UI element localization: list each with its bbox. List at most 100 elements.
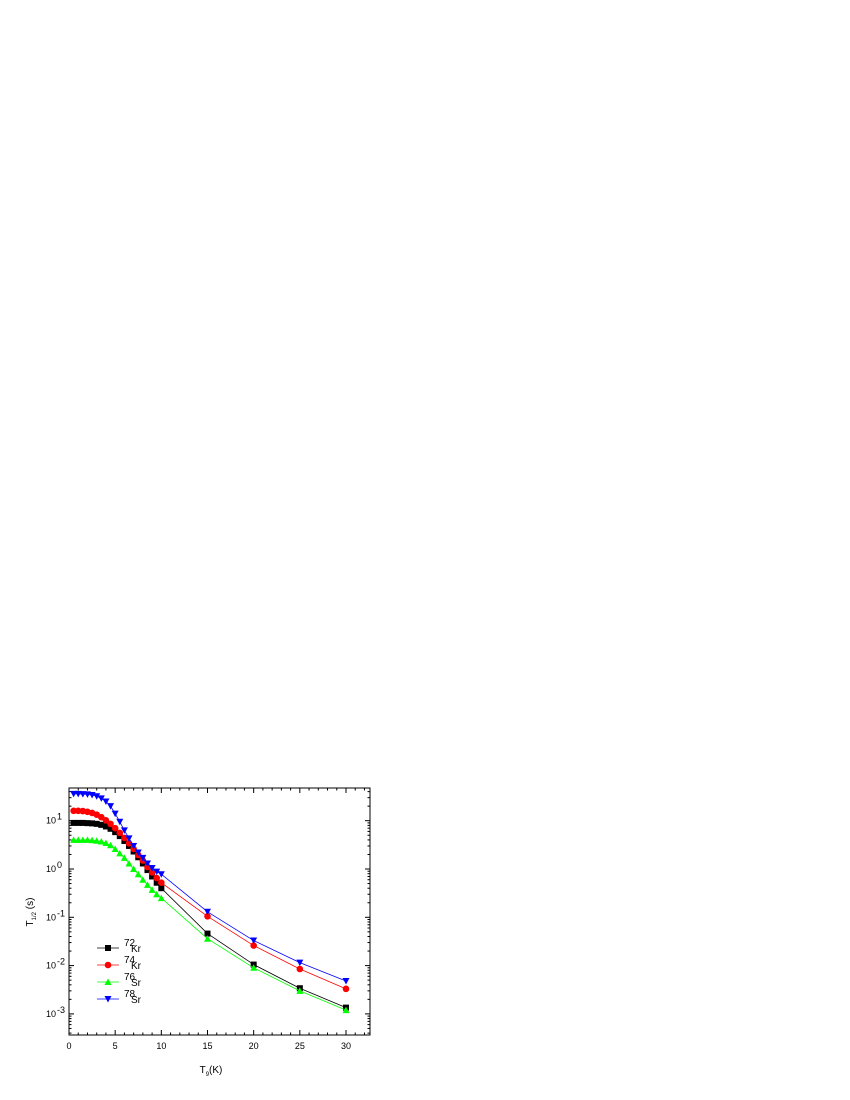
data-point: [143, 860, 151, 867]
data-point: [116, 829, 124, 837]
x-axis-title-unit: (K): [209, 1065, 222, 1076]
series-74Kr: [70, 807, 350, 993]
x-tick-label: 5: [113, 1041, 118, 1051]
legend-label: Kr: [131, 944, 142, 955]
data-point: [107, 841, 115, 849]
data-point: [93, 820, 100, 827]
data-point: [74, 836, 82, 843]
data-point: [97, 838, 105, 845]
data-point: [84, 820, 91, 827]
legend-label-sup: 72: [124, 938, 136, 949]
series-78Sr: [70, 790, 350, 985]
data-point: [148, 869, 156, 876]
x-tick-label: 15: [202, 1041, 212, 1051]
data-point: [342, 1006, 350, 1014]
data-point: [79, 836, 87, 843]
data-point: [158, 885, 165, 892]
data-point: [296, 987, 304, 994]
data-point: [70, 790, 78, 798]
y-tick-label-base: 10: [46, 816, 56, 826]
x-tick-label: 20: [249, 1041, 259, 1051]
x-axis-title: T9(K): [200, 1065, 223, 1078]
data-point: [157, 894, 165, 902]
data-point: [116, 818, 124, 826]
data-point: [102, 798, 110, 805]
data-point: [250, 942, 257, 949]
data-point: [70, 836, 78, 843]
y-axis-title: T1/2 (s): [25, 898, 38, 927]
data-point: [139, 854, 147, 862]
data-point: [153, 874, 161, 882]
x-axis-title-sub: 9: [206, 1072, 210, 1078]
series-76Sr: [70, 836, 350, 1014]
data-point: [149, 873, 156, 880]
data-point: [134, 870, 142, 878]
data-point: [111, 810, 119, 818]
data-point: [125, 835, 133, 842]
data-point: [89, 820, 96, 827]
data-point: [296, 965, 304, 973]
data-point: [204, 930, 211, 937]
data-point: [125, 859, 133, 867]
y-tick-label-exponent: 0: [57, 860, 62, 870]
data-point: [204, 912, 211, 920]
y-axis-title-base: T: [25, 920, 36, 926]
data-point: [111, 845, 119, 852]
data-point: [70, 807, 77, 815]
series-layer: [70, 790, 350, 1014]
data-point: [107, 825, 114, 832]
data-point: [143, 881, 151, 888]
data-point: [97, 795, 105, 802]
data-point: [130, 865, 138, 872]
y-tick-label: 10: [46, 816, 56, 826]
x-tick-label: 0: [66, 1041, 71, 1051]
y-axis-title-sub: 1/2: [32, 911, 38, 920]
series-line: [73, 793, 347, 982]
data-point: [148, 886, 156, 893]
y-tick-label: 10: [46, 1009, 56, 1019]
x-tick-label: 10: [156, 1041, 166, 1051]
data-point: [98, 821, 105, 828]
y-tick-label-base: 10: [46, 864, 56, 874]
legend-label: Sr: [131, 978, 142, 989]
data-point: [120, 854, 128, 861]
data-point: [204, 935, 211, 942]
data-point: [153, 879, 160, 886]
data-point: [70, 819, 77, 826]
y-tick-label-exponent: -1: [57, 908, 65, 918]
data-point: [79, 819, 86, 826]
data-point: [102, 823, 109, 830]
legend-label-sup: 74: [124, 955, 136, 966]
series-line: [73, 810, 347, 990]
y-tick-label-exponent: -2: [57, 957, 65, 967]
legend-label: Sr: [131, 995, 142, 1006]
legend-label-sup: 78: [124, 989, 136, 1000]
legend-label: Kr: [131, 961, 142, 972]
data-point: [93, 837, 101, 844]
data-point: [107, 803, 115, 810]
data-point: [102, 816, 110, 824]
data-point: [107, 820, 114, 828]
y-tick-label-base: 10: [46, 961, 56, 971]
x-axis-ticks: 0 5 10 15 20 25 30: [66, 788, 365, 1051]
data-point: [158, 879, 165, 887]
data-point: [130, 842, 138, 850]
data-point: [342, 977, 350, 985]
data-point: [134, 849, 142, 856]
data-point: [75, 819, 82, 826]
data-point: [74, 790, 82, 798]
data-point: [157, 871, 165, 878]
data-point: [102, 839, 110, 847]
y-tick-label-exponent: -3: [57, 1005, 65, 1015]
legend-marker: [104, 996, 112, 1003]
x-tick-label: 30: [341, 1041, 351, 1051]
data-point: [153, 868, 161, 876]
data-point: [296, 959, 304, 967]
